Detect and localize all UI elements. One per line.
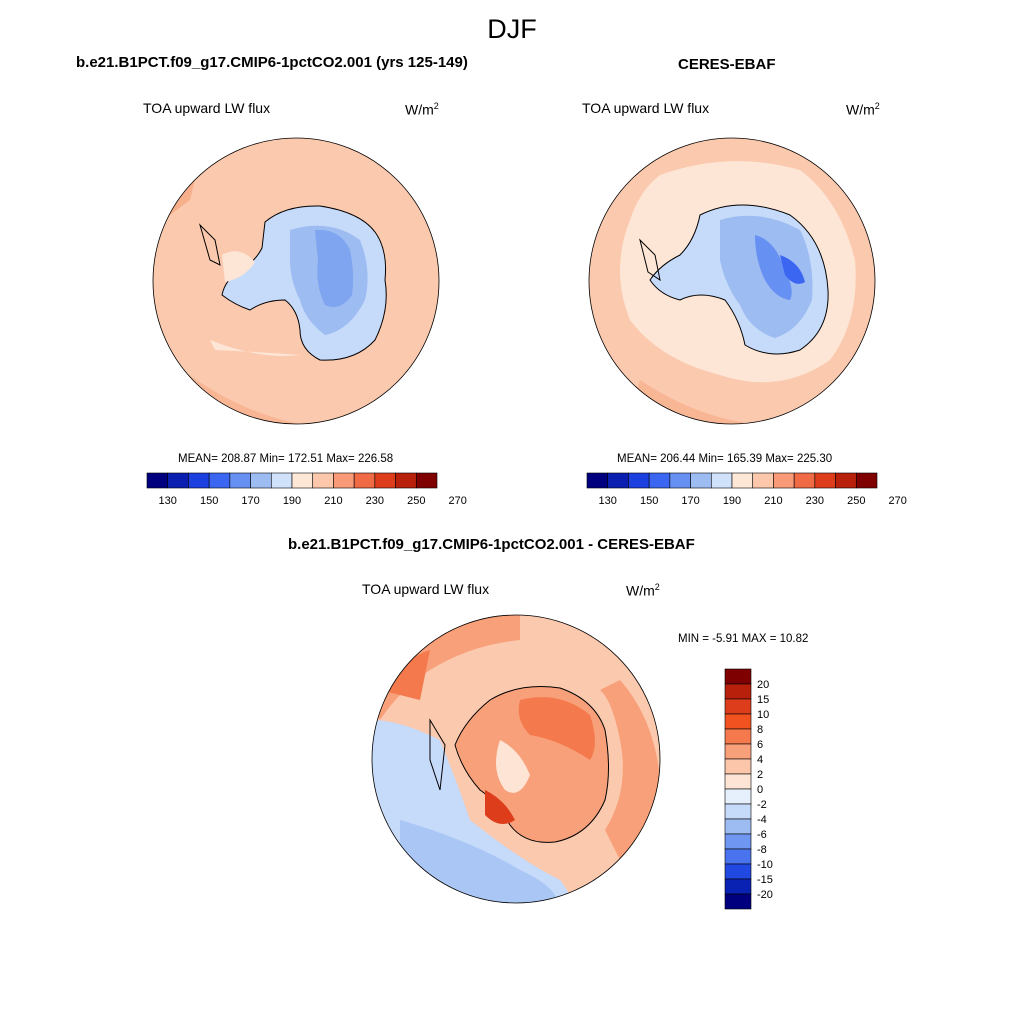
colorbar-tick-label: 230	[366, 495, 384, 507]
colorbar-swatch	[724, 818, 752, 835]
colorbar-tick-label: 8	[757, 724, 763, 736]
colorbar-tick-label: 230	[806, 495, 824, 507]
colorbar-tick-label: -2	[757, 799, 767, 811]
units-label-model: W/m2	[405, 101, 439, 118]
colorbar-absolute-obs: 130 150 170 190 210 230 250 270	[586, 472, 907, 507]
colorbar-absolute-model: 130 150 170 190 210 230 250 270	[146, 472, 467, 507]
colorbar-tick-label: 20	[757, 679, 769, 691]
colorbar-tick-label: 170	[241, 495, 259, 507]
units-label-obs: W/m2	[846, 101, 880, 118]
colorbar-tick-label: -15	[757, 874, 773, 886]
colorbar-tick-label: 210	[764, 495, 782, 507]
colorbar-swatch	[724, 758, 752, 775]
colorbar-swatch	[724, 668, 752, 685]
colorbar-tick-label: 170	[681, 495, 699, 507]
colorbar-tick-label: 190	[283, 495, 301, 507]
colorbar-swatch	[724, 893, 752, 910]
colorbar-tick-label: 250	[847, 495, 865, 507]
colorbar-swatch	[724, 698, 752, 715]
variable-label-obs: TOA upward LW flux	[582, 100, 710, 116]
panel-title-model: b.e21.B1PCT.f09_g17.CMIP6-1pctCO2.001 (y…	[76, 54, 468, 71]
colorbar-tick-label: 130	[159, 495, 177, 507]
colorbar-tick-label: -4	[757, 814, 767, 826]
colorbar-tick-label: 150	[200, 495, 218, 507]
colorbar-tick-label: 0	[757, 784, 763, 796]
colorbar-tick-label: -8	[757, 844, 767, 856]
colorbar-tick-label: 2	[757, 769, 763, 781]
colorbar-swatch	[415, 472, 438, 489]
stats-difference: MIN = -5.91 MAX = 10.82	[678, 633, 809, 645]
colorbar-swatch	[855, 472, 878, 489]
colorbar-tick-label: -6	[757, 829, 767, 841]
colorbar-tick-label: 10	[757, 709, 769, 721]
figure-title: DJF	[487, 14, 537, 44]
colorbar-tick-label: 250	[407, 495, 425, 507]
variable-label-model: TOA upward LW flux	[143, 100, 271, 116]
variable-label-difference: TOA upward LW flux	[362, 581, 490, 597]
panel-title-difference: b.e21.B1PCT.f09_g17.CMIP6-1pctCO2.001 - …	[288, 536, 695, 553]
colorbar-tick-label: 150	[640, 495, 658, 507]
stats-model: MEAN= 208.87 Min= 172.51 Max= 226.58	[178, 453, 394, 465]
colorbar-swatch	[724, 848, 752, 865]
colorbar-tick-label: 4	[757, 754, 763, 766]
colorbar-swatch	[724, 773, 752, 790]
colorbar-swatch	[724, 863, 752, 880]
colorbar-tick-label: 15	[757, 694, 769, 706]
colorbar-swatch	[724, 878, 752, 895]
colorbar-tick-label: -10	[757, 859, 773, 871]
colorbar-tick-label: 210	[324, 495, 342, 507]
colorbar-tick-label: 270	[449, 495, 467, 507]
stats-obs: MEAN= 206.44 Min= 165.39 Max= 225.30	[617, 453, 833, 465]
panel-title-obs: CERES-EBAF	[678, 56, 776, 73]
colorbar-tick-label: -20	[757, 889, 773, 901]
colorbar-tick-label: 190	[723, 495, 741, 507]
colorbar-tick-label: 6	[757, 739, 763, 751]
colorbar-tick-label: 130	[599, 495, 617, 507]
colorbar-swatch	[724, 713, 752, 730]
colorbar-swatch	[724, 833, 752, 850]
colorbar-swatch	[724, 788, 752, 805]
units-label-difference: W/m2	[626, 582, 660, 599]
colorbar-swatch	[724, 803, 752, 820]
colorbar-swatch	[724, 728, 752, 745]
colorbar-swatch	[724, 743, 752, 760]
colorbar-swatch	[724, 683, 752, 700]
colorbar-tick-label: 270	[889, 495, 907, 507]
